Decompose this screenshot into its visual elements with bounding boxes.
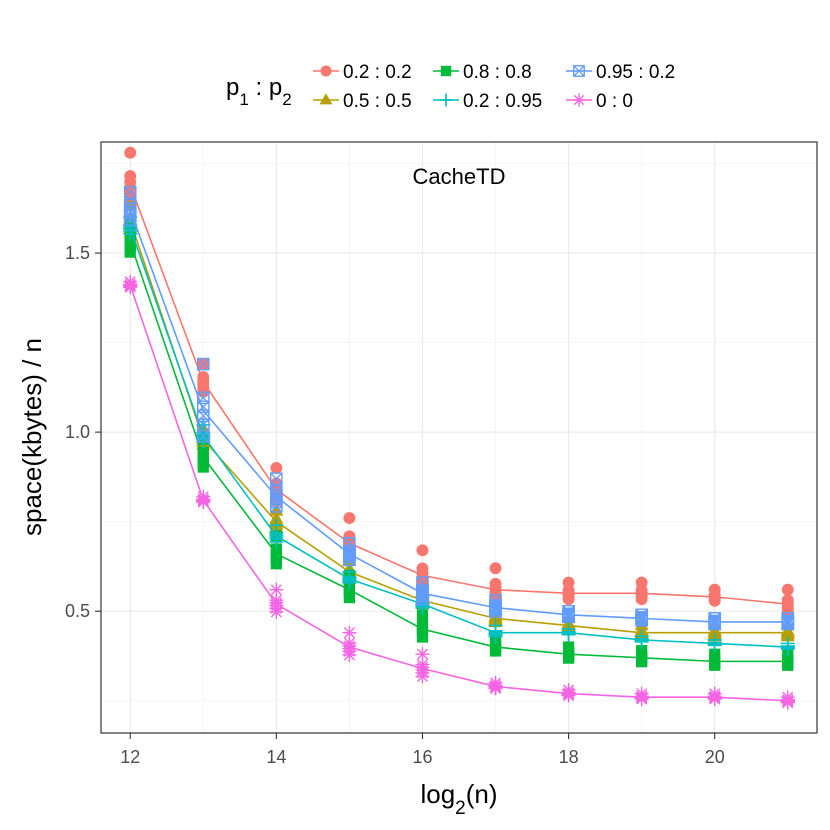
series-point xyxy=(634,629,649,644)
series-point xyxy=(709,648,721,660)
y-axis: 0.5 1.0 1.5 xyxy=(65,243,101,621)
legend-item: 0.8 : 0.8 xyxy=(433,62,532,83)
series-line xyxy=(129,209,788,623)
panel-title: CacheTD xyxy=(413,164,506,189)
legend-key-marker xyxy=(320,65,332,77)
legend-label: 0 : 0 xyxy=(596,91,633,112)
series-line xyxy=(129,227,788,648)
legend-item: 0 : 0 xyxy=(566,91,633,112)
series-point xyxy=(197,446,209,458)
legend-item: 0.2 : 0.95 xyxy=(433,91,542,112)
series-point xyxy=(636,645,648,657)
series-point xyxy=(416,619,429,631)
series-point xyxy=(196,489,211,504)
legend-label: 0.2 : 0.95 xyxy=(463,91,542,112)
series-point xyxy=(269,518,284,533)
y-tick-label: 1.5 xyxy=(65,243,90,263)
series-point xyxy=(488,618,503,633)
series-point xyxy=(269,511,284,524)
series-point xyxy=(124,146,137,159)
series-point xyxy=(707,686,722,701)
legend-item: 0.95 : 0.2 xyxy=(566,62,675,83)
legend-item: 0.2 : 0.2 xyxy=(313,62,412,83)
y-tick-label: 0.5 xyxy=(65,601,90,621)
series-line xyxy=(129,184,788,605)
legend-label: 0.95 : 0.2 xyxy=(596,62,675,83)
x-axis-title: log2(n) xyxy=(420,779,497,819)
series-point xyxy=(562,576,575,589)
legend-items: 0.2 : 0.2 0.5 : 0.5 0.8 : 0.8 0.2 : 0.95 0.9… xyxy=(313,62,675,112)
series-5 xyxy=(123,274,795,710)
x-tick-label: 14 xyxy=(266,747,286,767)
legend-key-marker xyxy=(573,65,585,77)
series-point xyxy=(416,562,429,575)
series-point xyxy=(343,512,356,525)
series-point xyxy=(269,582,284,597)
series-point xyxy=(489,577,502,590)
series-point xyxy=(488,675,503,690)
series-point xyxy=(708,583,721,596)
plot-panel: CacheTD xyxy=(100,141,818,734)
series-point xyxy=(416,576,429,589)
legend-key-marker xyxy=(440,65,452,77)
legend-label: 0.5 : 0.5 xyxy=(343,91,412,112)
legend-key-marker xyxy=(572,93,586,107)
series-point xyxy=(342,564,357,579)
panel-border xyxy=(100,141,818,734)
x-tick-label: 20 xyxy=(705,747,725,767)
series-point xyxy=(270,472,283,485)
legend-key-marker xyxy=(319,93,333,105)
series-point xyxy=(124,170,137,183)
series-point xyxy=(780,690,795,705)
series-point xyxy=(342,625,357,640)
series-point xyxy=(196,357,210,371)
series-point xyxy=(707,632,722,647)
series-point xyxy=(561,683,576,698)
series-4 xyxy=(123,185,795,631)
panel-background xyxy=(101,142,817,733)
series-point xyxy=(489,594,502,607)
legend: p1 : p2 0.2 : 0.20.5 : 0.50.8 : 0.80.2 :… xyxy=(226,62,675,112)
series-line xyxy=(129,285,788,702)
series-point xyxy=(343,530,356,543)
x-tick-label: 12 xyxy=(120,747,140,767)
series-point xyxy=(343,536,356,550)
series-point xyxy=(780,636,795,651)
legend-key-marker xyxy=(439,93,453,107)
x-tick-label: 18 xyxy=(559,747,579,767)
series-3 xyxy=(123,210,795,657)
series-point xyxy=(416,544,429,557)
x-axis: 12 14 16 18 20 xyxy=(120,733,725,767)
series-point xyxy=(270,543,282,555)
series-point xyxy=(270,461,283,474)
series-point xyxy=(561,622,576,637)
legend-label: 0.8 : 0.8 xyxy=(463,62,532,83)
series-point xyxy=(489,562,502,575)
legend-title: p1 : p2 xyxy=(226,74,292,109)
y-axis-title: space(kbytes) / n xyxy=(17,338,47,536)
series-point xyxy=(635,576,648,589)
series-line xyxy=(129,242,788,663)
series-line xyxy=(129,220,788,634)
series-point xyxy=(781,583,794,596)
series-point xyxy=(123,185,137,199)
legend-label: 0.2 : 0.2 xyxy=(343,62,412,83)
series-point xyxy=(415,647,430,662)
series-point xyxy=(562,641,575,653)
series-point xyxy=(634,686,649,701)
series-layer xyxy=(123,146,795,710)
legend-item: 0.5 : 0.5 xyxy=(313,91,412,112)
x-tick-label: 16 xyxy=(412,747,432,767)
y-tick-label: 1.0 xyxy=(65,422,90,442)
